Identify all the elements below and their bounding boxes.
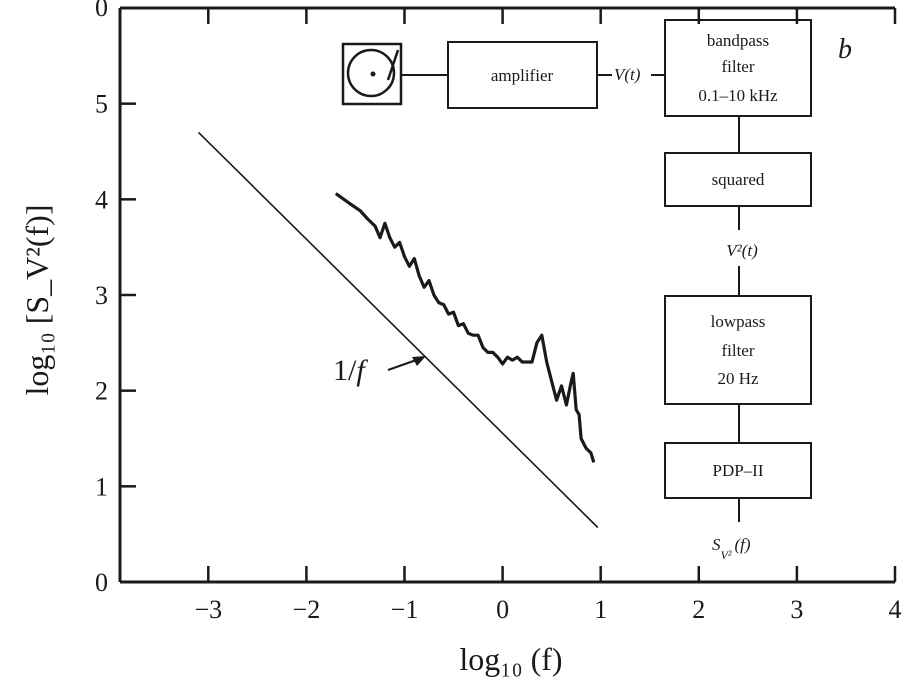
y-tick-label: 2	[95, 377, 108, 406]
signal-label-v2t: V²(t)	[726, 241, 758, 260]
y-tick-label: 3	[95, 281, 108, 310]
bandpass-label-3: 0.1–10 kHz	[698, 86, 778, 105]
output-label-arg: (f)	[734, 535, 750, 554]
output-label-sub: V²	[721, 548, 732, 562]
x-tick-label: 2	[692, 595, 705, 624]
sensor-center-dot	[370, 71, 376, 77]
y-tick-label: 1	[95, 472, 108, 501]
lowpass-label-3: 20 Hz	[717, 369, 759, 388]
series-measured-spectrum	[334, 192, 596, 463]
lowpass-label-2: filter	[721, 341, 754, 360]
annotation-arrowhead	[412, 356, 426, 366]
series-1-over-f-line	[197, 131, 599, 529]
x-tick-label: −2	[293, 595, 321, 624]
x-tick-label: 0	[496, 595, 509, 624]
y-tick-label: 5	[95, 90, 108, 119]
y-axis-title: log₁₀ [S_V²(f)]	[19, 205, 55, 396]
output-label: SV²(f)	[712, 535, 751, 562]
y-tick-label: 0	[95, 568, 108, 597]
y-tick-label: 4	[95, 185, 108, 214]
annotation-1-over-f: 1/f	[333, 354, 368, 387]
x-ticks: −3 −2 −1 0 1 2 3 4	[194, 8, 902, 624]
sensor-disc	[346, 48, 396, 98]
bandpass-label-1: bandpass	[707, 31, 769, 50]
lowpass-label-1: lowpass	[711, 312, 766, 331]
bandpass-label-2: filter	[721, 57, 754, 76]
pdp-label: PDP–II	[712, 461, 763, 480]
x-tick-label: −1	[391, 595, 419, 624]
signal-label-vt: V(t)	[614, 65, 641, 84]
amplifier-label: amplifier	[491, 66, 554, 85]
y-ticks: 0 1 2 3 4 5	[95, 90, 136, 597]
output-label-s: S	[712, 535, 721, 554]
squared-label: squared	[712, 170, 765, 189]
block-diagram: amplifier V(t) bandpass filter 0.1–10 kH…	[341, 19, 812, 562]
panel-label: b	[838, 34, 852, 65]
x-tick-label: 4	[889, 595, 902, 624]
x-tick-label: 1	[594, 595, 607, 624]
x-tick-label: 3	[790, 595, 803, 624]
y-tick-label-top: 0	[95, 0, 108, 22]
sensor-arm	[386, 49, 400, 81]
x-tick-label: −3	[194, 595, 222, 624]
x-axis-title: log₁₀ (f)	[459, 641, 562, 677]
